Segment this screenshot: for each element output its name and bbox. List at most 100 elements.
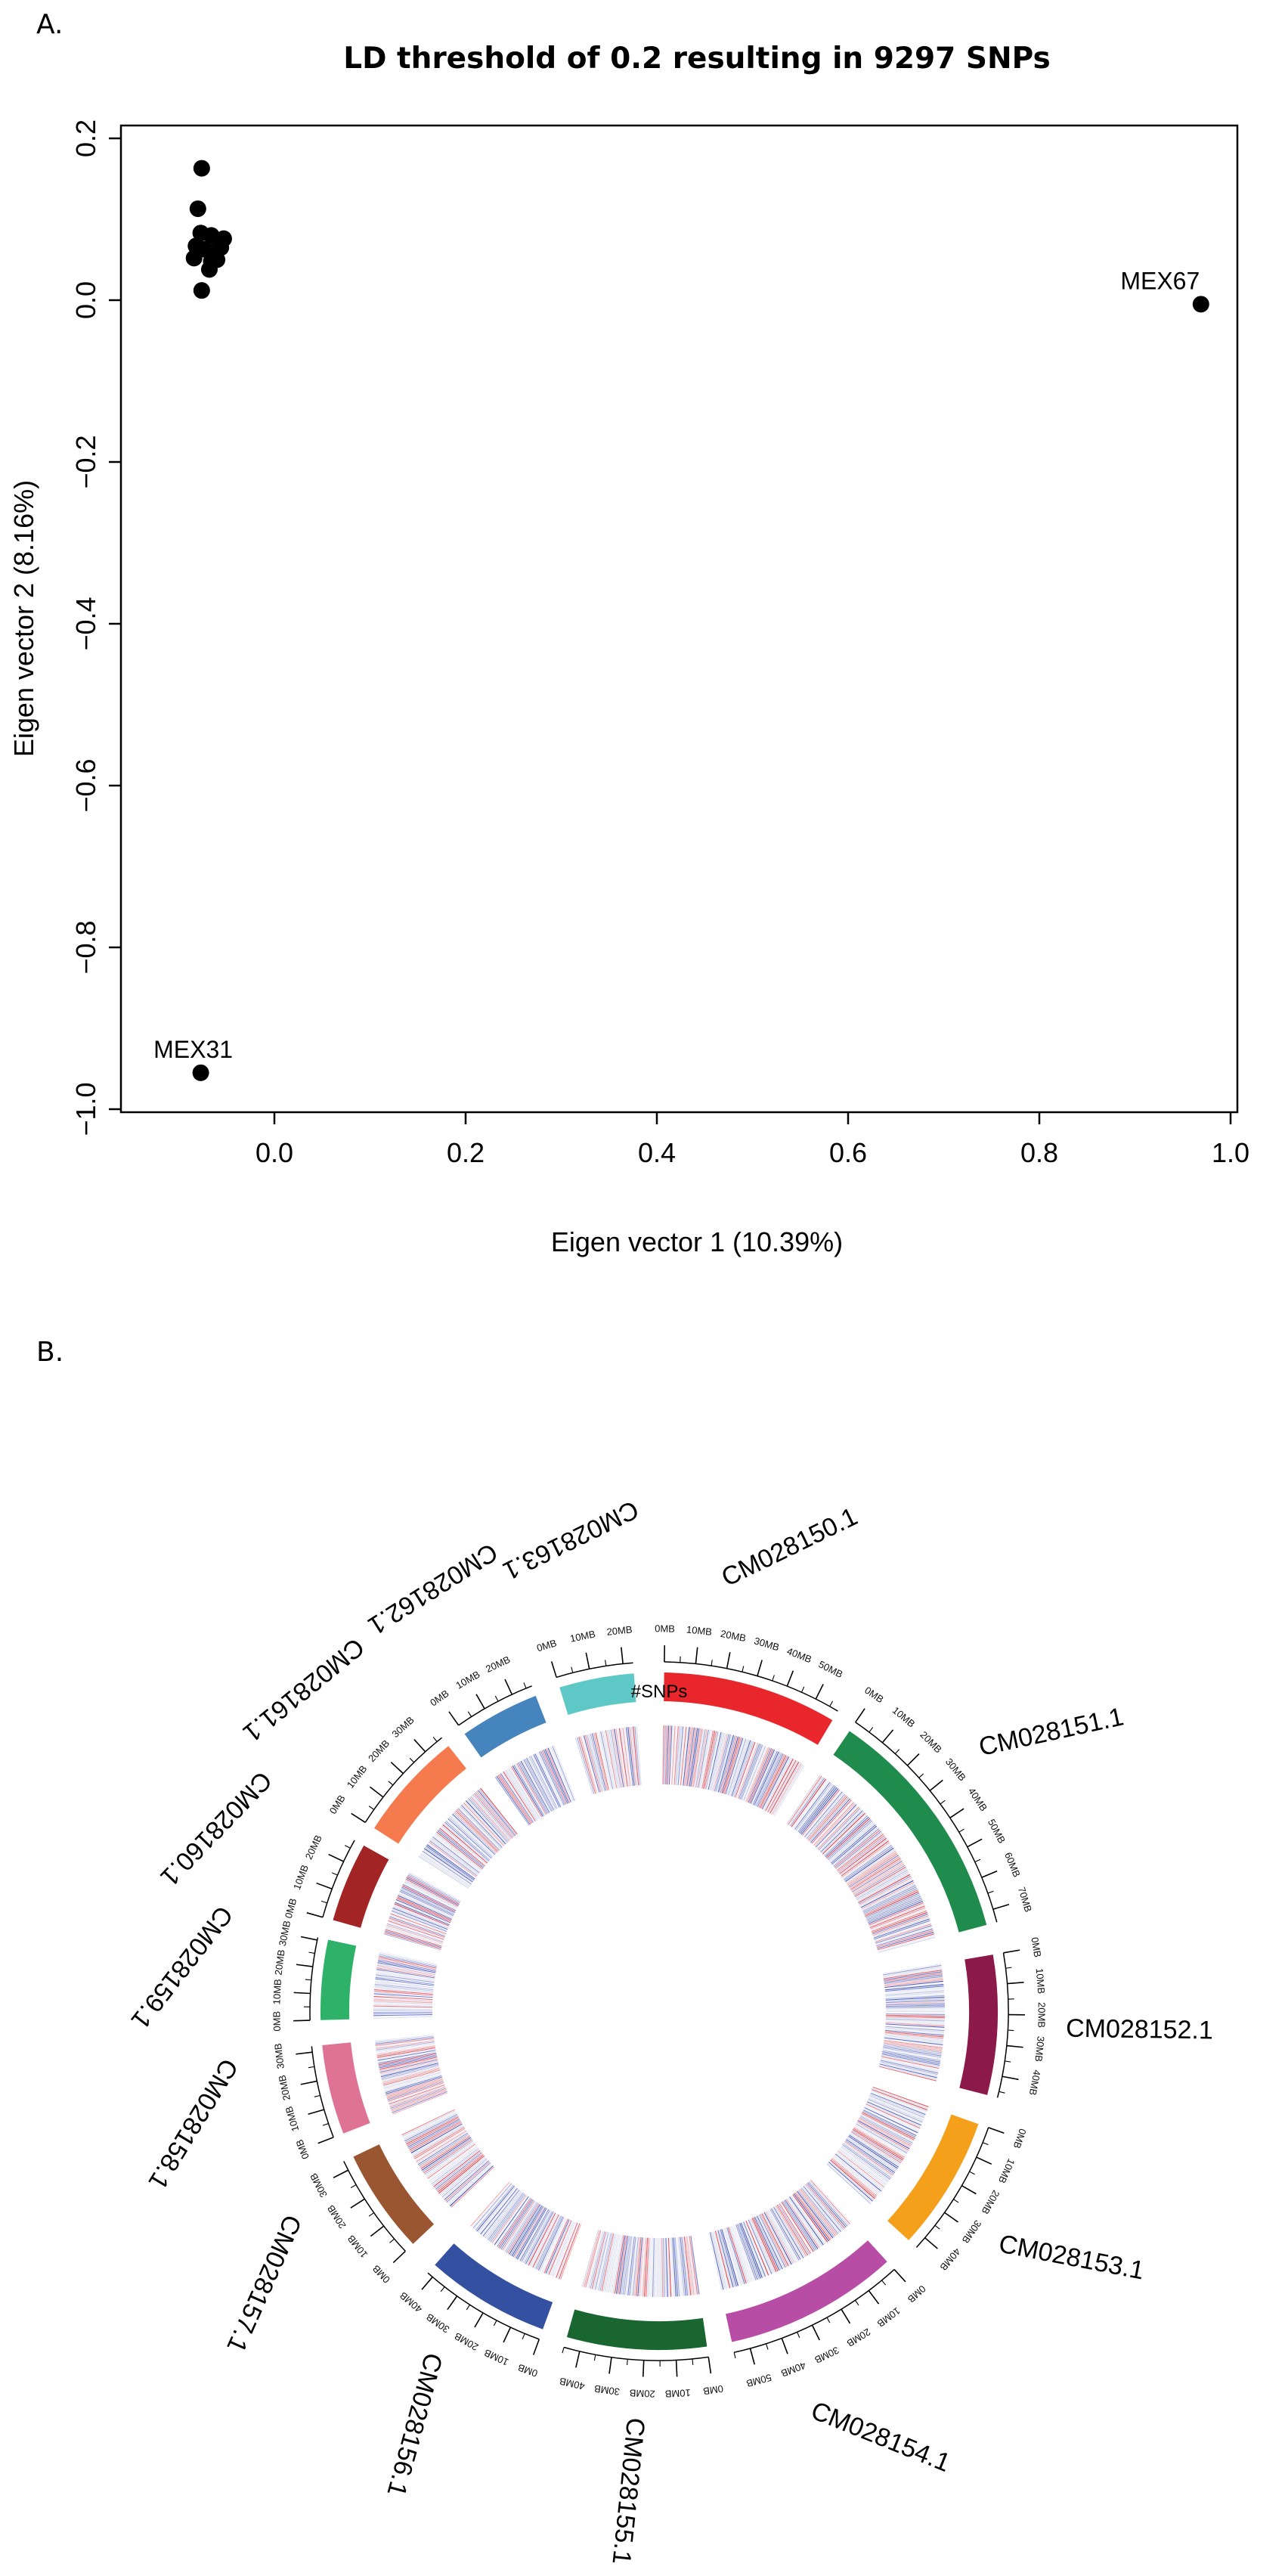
- snp-stripe: [880, 2060, 939, 2074]
- snp-stripe: [793, 2193, 830, 2242]
- tick-label: 10MB: [996, 2157, 1017, 2185]
- snp-stripe: [448, 2164, 493, 2206]
- snp-stripe: [632, 2237, 639, 2296]
- chromosome-label: CM028163.1: [498, 1495, 642, 1586]
- snp-stripe: [660, 2237, 662, 2297]
- snp-stripe: [386, 1924, 444, 1944]
- snp-stripe: [630, 1726, 638, 1786]
- snp-stripe: [759, 1755, 787, 1809]
- snp-stripe: [390, 1913, 447, 1935]
- snp-stripe: [587, 2230, 602, 2288]
- snp-stripe: [791, 1778, 827, 1827]
- chromosome-tick: [726, 1652, 731, 1669]
- snp-stripe: [812, 1800, 853, 1845]
- chromosome-tick: [940, 1799, 946, 1805]
- snp-stripe: [481, 2188, 519, 2236]
- tick-label: 10MB: [291, 1863, 311, 1891]
- snp-stripe: [842, 2144, 891, 2180]
- snp-stripe: [735, 1742, 757, 1799]
- tick-label: 0MB: [702, 2383, 724, 2398]
- snp-stripe: [806, 2183, 846, 2229]
- snp-stripe: [421, 2137, 472, 2171]
- snp-stripe: [386, 1927, 443, 1946]
- tick-label: 0MB: [370, 2263, 392, 2286]
- tick-baseline: [664, 1661, 838, 1712]
- snp-stripe: [509, 2204, 542, 2256]
- snp-stripe: [444, 2161, 491, 2202]
- snp-stripe: [373, 2014, 433, 2016]
- snp-stripe: [833, 1828, 880, 1867]
- snp-stripe: [681, 2237, 689, 2296]
- snp-stripe: [528, 2212, 556, 2266]
- snp-stripe: [680, 1726, 687, 1786]
- snp-stripe: [884, 2032, 944, 2039]
- snp-stripe: [885, 2016, 945, 2019]
- snp-stripe: [732, 2225, 754, 2282]
- snp-stripe: [598, 1731, 612, 1790]
- snp-stripe: [875, 1923, 932, 1942]
- snp-stripe: [885, 1992, 945, 1997]
- y-axis: 0.2 0.0 −0.2 −0.4 −0.6 −0.8 −1.0: [70, 119, 121, 1136]
- snp-stripe: [684, 1727, 692, 1786]
- snp-stripe: [594, 2232, 609, 2290]
- snp-stripe: [391, 2089, 447, 2110]
- snp-stripe: [811, 1799, 852, 1844]
- chromosome-tick: [532, 2339, 540, 2355]
- chromosome-tick: [918, 1773, 924, 1778]
- snp-stripe: [790, 1778, 825, 1827]
- snp-stripe: [385, 2075, 442, 2094]
- snp-stripe: [518, 2209, 548, 2261]
- snp-stripe: [375, 2038, 435, 2046]
- snp-stripe: [884, 2038, 943, 2047]
- tick-label: 0MB: [906, 2283, 928, 2305]
- snp-stripe: [814, 1803, 856, 1847]
- snp-stripe: [522, 1759, 551, 1812]
- snp-stripe: [761, 1756, 790, 1809]
- snp-stripe: [760, 2214, 788, 2268]
- snp-stripe: [480, 1787, 518, 1835]
- snp-stripe: [850, 2132, 901, 2165]
- snp-stripe: [704, 1731, 717, 1790]
- snp-stripe: [880, 2061, 938, 2075]
- chromosome-tick: [493, 2320, 497, 2326]
- snp-stripe: [794, 2192, 831, 2241]
- chromosome-tick: [708, 2357, 712, 2374]
- chromosome-tick: [308, 2109, 324, 2116]
- snp-stripe: [609, 2234, 621, 2293]
- snp-stripe: [715, 1734, 731, 1792]
- chromosome-tick: [368, 1806, 375, 1810]
- snp-stripe: [392, 1908, 448, 1930]
- snp-stripe: [765, 2211, 794, 2264]
- snp-stripe: [402, 2110, 456, 2137]
- snp-stripe: [821, 1811, 865, 1854]
- snp-stripe: [585, 1734, 602, 1793]
- snp-stripe: [596, 2232, 611, 2291]
- snp-stripe: [862, 1886, 917, 1913]
- snp-stripe: [439, 2156, 486, 2196]
- snp-stripe: [698, 1729, 709, 1788]
- snp-stripe: [400, 1889, 454, 1916]
- snp-stripe: [528, 1756, 557, 1809]
- snp-stripe: [717, 2230, 734, 2288]
- tick-label: 30MB: [424, 2311, 451, 2336]
- chromosome-tick: [550, 1661, 557, 1678]
- snp-stripe: [504, 1770, 537, 1821]
- snp-stripe: [795, 1783, 832, 1830]
- snp-stripe: [800, 2188, 838, 2236]
- chromosome-tick: [389, 2238, 395, 2243]
- snp-stripe: [373, 2003, 433, 2006]
- snp-stripe: [388, 2082, 444, 2102]
- snp-stripe: [429, 1841, 477, 1877]
- snp-stripe: [793, 1781, 829, 1829]
- tick-label: 70MB: [1016, 1886, 1034, 1914]
- snp-stripe: [413, 2127, 465, 2158]
- snp-stripe: [417, 2132, 469, 2165]
- snp-stripe: [420, 2136, 471, 2170]
- snp-stripe: [630, 2237, 638, 2296]
- snp-stripe: [373, 2015, 433, 2018]
- snp-stripe: [720, 2229, 737, 2287]
- snp-stripe: [560, 2224, 581, 2280]
- snp-stripe: [721, 1736, 739, 1793]
- snp-stripe: [883, 2044, 942, 2055]
- snp-stripe: [378, 2054, 437, 2067]
